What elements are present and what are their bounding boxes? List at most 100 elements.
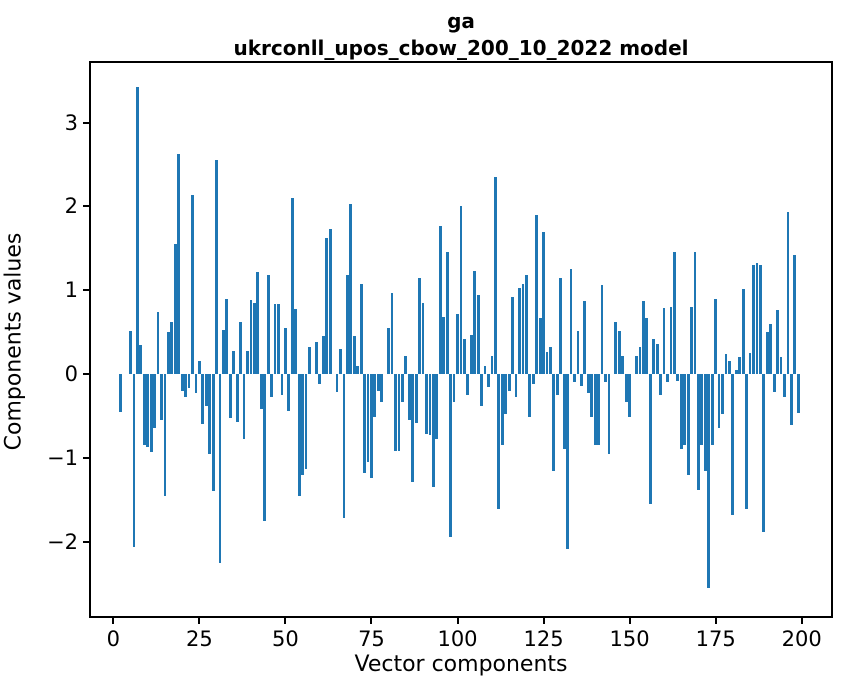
bar (480, 374, 483, 406)
bar (407, 374, 411, 421)
bar (142, 374, 146, 446)
x-tick-label: 175 (695, 627, 736, 651)
bar (659, 374, 662, 395)
bar (473, 270, 477, 374)
y-tick-label: 1 (64, 278, 78, 303)
bar (621, 355, 625, 374)
y-tick-mark (83, 205, 89, 208)
y-tick-label: −1 (47, 445, 78, 470)
bar (266, 275, 270, 374)
bar (215, 160, 218, 374)
bar (476, 295, 480, 374)
bar (345, 275, 349, 374)
bar (648, 374, 652, 504)
bar (428, 374, 432, 436)
bar (287, 374, 291, 411)
bar (490, 355, 494, 374)
bar (734, 369, 738, 374)
bar (731, 374, 735, 515)
bar (759, 265, 762, 374)
bar (628, 374, 631, 417)
bar (741, 288, 745, 374)
bar (593, 374, 597, 446)
bar (418, 277, 422, 374)
bar (253, 302, 256, 374)
bar (669, 306, 673, 374)
bar (401, 374, 404, 402)
bar (342, 374, 346, 519)
bar (452, 374, 456, 402)
bar (280, 374, 284, 395)
bar (690, 306, 693, 374)
x-tick-label: 200 (781, 627, 822, 651)
bar (576, 331, 580, 374)
bar (703, 374, 707, 472)
bar (204, 374, 208, 406)
x-tick-mark (284, 618, 287, 624)
bar (325, 238, 329, 374)
bar (197, 361, 201, 374)
bar (314, 342, 318, 374)
bar (273, 304, 277, 374)
bar (497, 374, 501, 509)
bar (793, 255, 797, 374)
bar (614, 322, 618, 374)
bar (679, 374, 683, 450)
bar (259, 374, 263, 410)
bar (404, 355, 408, 374)
bar (228, 374, 232, 419)
bar (518, 287, 521, 374)
x-tick-mark (800, 618, 803, 624)
bar (507, 374, 511, 391)
y-tick-mark (83, 456, 89, 459)
bar (173, 244, 177, 374)
bar (139, 344, 143, 374)
bar (707, 374, 711, 588)
x-tick-mark (198, 618, 201, 624)
bar (308, 347, 311, 374)
bar (710, 374, 714, 446)
bar (635, 356, 638, 374)
bar (270, 374, 274, 397)
bar (263, 374, 267, 522)
y-tick-mark (83, 121, 89, 124)
bar (617, 331, 621, 374)
bar (397, 374, 401, 452)
x-tick-label: 75 (358, 627, 385, 651)
bar (201, 374, 205, 425)
bar (487, 374, 490, 387)
bar (728, 361, 731, 374)
bar (249, 300, 253, 374)
bar (662, 307, 666, 374)
bar (535, 214, 539, 374)
chart-title-line1: ga (447, 9, 475, 33)
bar (425, 374, 428, 435)
bar (225, 298, 229, 374)
bar (459, 206, 463, 374)
bar (748, 353, 752, 374)
bar (191, 194, 194, 374)
bar (555, 374, 559, 395)
y-tick-label: −2 (47, 529, 78, 554)
bar (432, 374, 435, 488)
bar (349, 203, 353, 374)
bar (524, 275, 528, 374)
bar (641, 301, 645, 374)
bar (222, 330, 225, 374)
bar (590, 374, 594, 417)
bar (604, 374, 607, 383)
bar (724, 353, 728, 374)
bar (160, 374, 163, 421)
bar (607, 374, 611, 455)
x-tick-mark (370, 618, 373, 624)
bar (277, 304, 280, 374)
bar (135, 87, 139, 374)
bar (514, 374, 518, 397)
bar (318, 374, 322, 385)
bar (442, 317, 446, 374)
bar (769, 323, 773, 374)
bar (672, 252, 676, 374)
bar (242, 374, 246, 439)
x-tick-label: 50 (272, 627, 299, 651)
